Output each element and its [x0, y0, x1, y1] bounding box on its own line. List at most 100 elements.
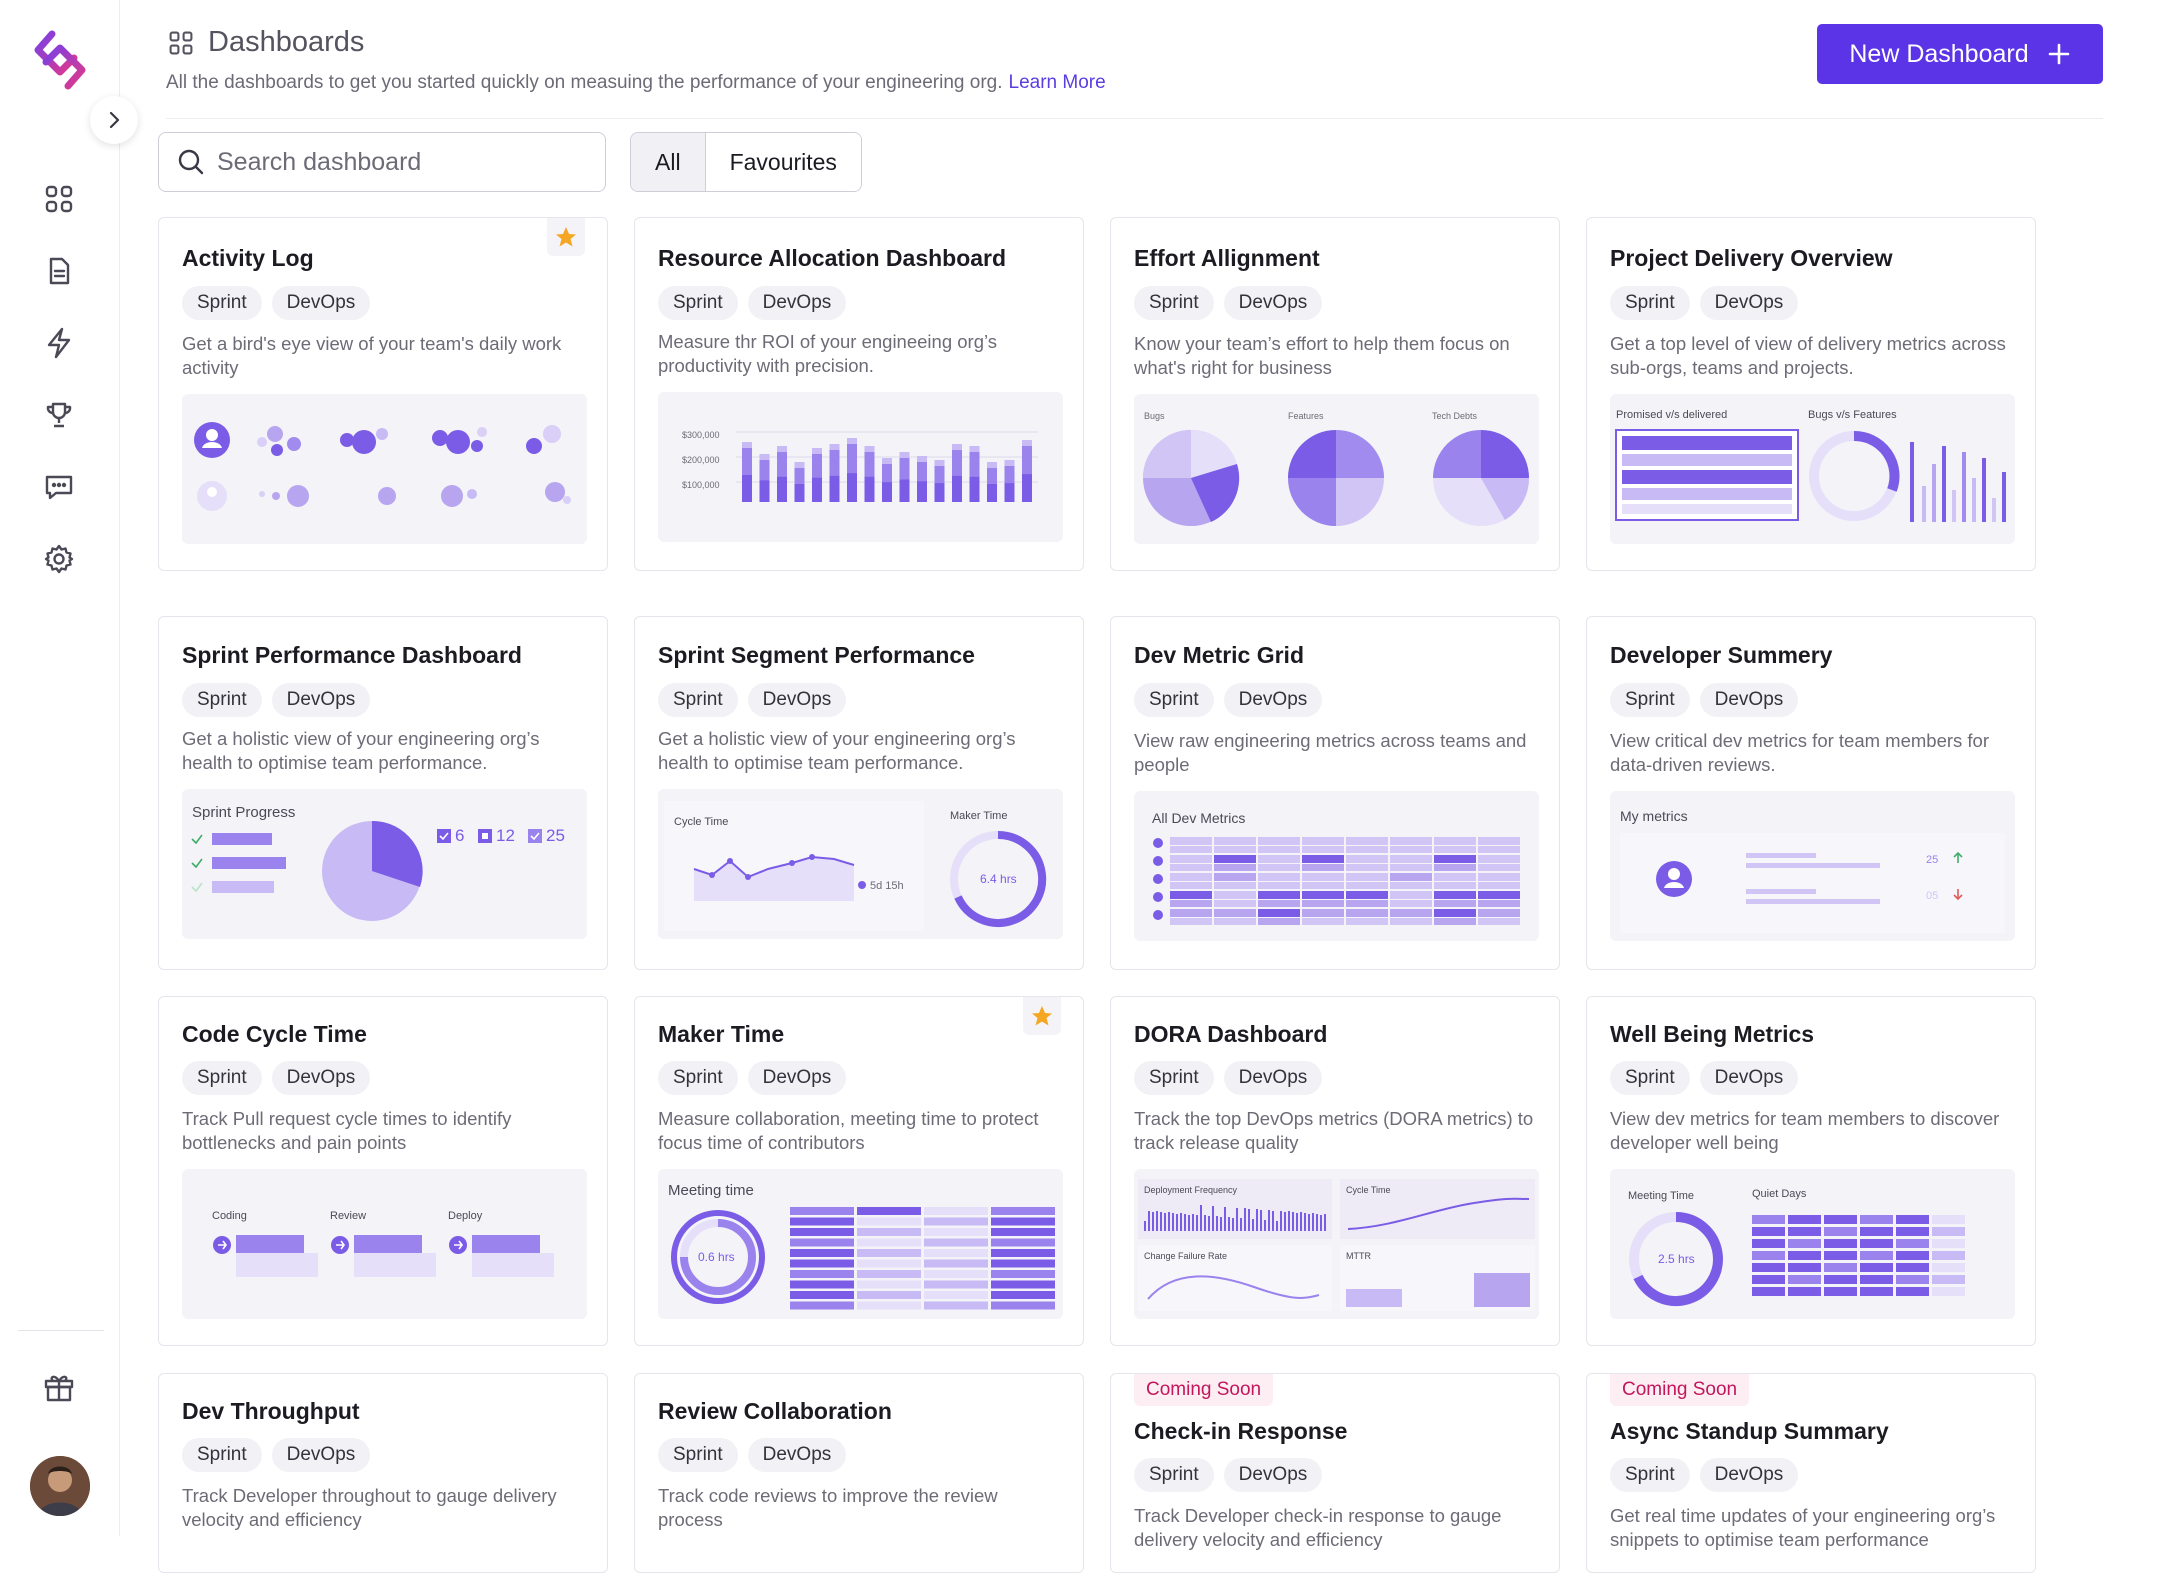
tag-devops[interactable]: DevOps — [747, 683, 847, 717]
user-avatar[interactable] — [30, 1456, 90, 1516]
preview-mark — [991, 1280, 1055, 1289]
tag-devops[interactable]: DevOps — [747, 1061, 847, 1095]
dashboard-card-activity-log[interactable]: Activity Log Sprint DevOps Get a bird's e… — [158, 217, 608, 571]
preview-mark — [1252, 1219, 1254, 1231]
tag-devops[interactable]: DevOps — [271, 1061, 371, 1095]
app-logo[interactable] — [30, 28, 90, 92]
preview-mark — [1860, 1251, 1893, 1260]
dashboard-card-async-standup[interactable]: Coming Soon Async Standup Summary Sprint… — [1586, 1373, 2036, 1573]
preview-mark — [991, 1238, 1055, 1247]
collapse-sidebar-button[interactable] — [90, 96, 138, 144]
dashboard-card-sprint-performance[interactable]: Sprint Performance Dashboard Sprint DevOp… — [158, 616, 608, 970]
preview-mark — [1478, 873, 1520, 881]
card-title: Project Delivery Overview — [1610, 245, 1893, 271]
nav-dashboards[interactable] — [38, 178, 80, 220]
nav-settings[interactable] — [38, 538, 80, 580]
tag-sprint[interactable]: Sprint — [182, 286, 262, 320]
preview-mark — [917, 456, 927, 502]
nav-achievements[interactable] — [38, 394, 80, 436]
tag-sprint[interactable]: Sprint — [1610, 286, 1690, 320]
preview-mark — [1390, 846, 1432, 853]
filter-all-button[interactable]: All — [631, 133, 706, 191]
preview-mark — [759, 454, 770, 460]
tag-sprint[interactable]: Sprint — [658, 286, 738, 320]
dashboard-card-project-delivery[interactable]: Project Delivery Overview Sprint DevOps G… — [1586, 217, 2036, 571]
preview-mark — [1170, 873, 1212, 881]
dashboard-card-maker-time[interactable]: Maker Time Sprint DevOps Measure collabor… — [634, 996, 1084, 1346]
preview-mark — [1752, 1263, 1785, 1272]
tag-sprint[interactable]: Sprint — [182, 1061, 262, 1095]
preview-mark — [794, 484, 805, 502]
dashboard-card-sprint-segment[interactable]: Sprint Segment Performance Sprint DevOps … — [634, 616, 1084, 970]
nav-messages[interactable] — [38, 466, 80, 508]
search-input[interactable] — [217, 147, 577, 177]
dashboard-card-resource-allocation[interactable]: Resource Allocation Dashboard Sprint DevO… — [634, 217, 1084, 571]
favourite-star[interactable] — [1023, 997, 1061, 1035]
dashboard-card-check-in-response[interactable]: Coming Soon Check-in Response Sprint DevO… — [1110, 1373, 1560, 1573]
learn-more-link[interactable]: Learn More — [1008, 72, 1106, 93]
dashboard-card-review-collaboration[interactable]: Review Collaboration Sprint DevOps Track … — [634, 1373, 1084, 1573]
preview-mark — [1258, 918, 1300, 925]
tag-devops[interactable]: DevOps — [1699, 1458, 1799, 1492]
tag-sprint[interactable]: Sprint — [1134, 1061, 1214, 1095]
tag-devops[interactable]: DevOps — [1223, 1458, 1323, 1492]
tag-devops[interactable]: DevOps — [747, 1438, 847, 1472]
tag-sprint[interactable]: Sprint — [182, 1438, 262, 1472]
tag-sprint[interactable]: Sprint — [1610, 683, 1690, 717]
tag-sprint[interactable]: Sprint — [1134, 683, 1214, 717]
grid-icon — [45, 185, 73, 213]
preview-mark — [1258, 882, 1300, 889]
card-title: Dev Throughput — [182, 1398, 360, 1424]
new-dashboard-button[interactable]: New Dashboard — [1817, 24, 2103, 84]
tag-devops[interactable]: DevOps — [1699, 683, 1799, 717]
dashboard-card-dora[interactable]: DORA Dashboard Sprint DevOps Track the to… — [1110, 996, 1560, 1346]
favourite-star[interactable] — [547, 218, 585, 256]
header-divider — [166, 118, 2103, 119]
tag-sprint[interactable]: Sprint — [658, 683, 738, 717]
chevron-right-icon — [109, 111, 120, 129]
filter-favourites-button[interactable]: Favourites — [705, 133, 861, 191]
tag-sprint[interactable]: Sprint — [658, 1061, 738, 1095]
tag-sprint[interactable]: Sprint — [658, 1438, 738, 1472]
dashboard-card-developer-summery[interactable]: Developer Summery Sprint DevOps View crit… — [1586, 616, 2036, 970]
preview-mark — [759, 480, 770, 502]
tag-devops[interactable]: DevOps — [747, 286, 847, 320]
sidebar — [0, 0, 138, 1536]
tag-devops[interactable]: DevOps — [1699, 1061, 1799, 1095]
preview-mark — [1896, 1287, 1929, 1296]
tag-sprint[interactable]: Sprint — [1134, 1458, 1214, 1492]
preview-mark — [1434, 873, 1476, 881]
pie-label: Features — [1288, 411, 1324, 421]
card-preview-metric-grid: All Dev Metrics — [1134, 791, 1539, 941]
tag-sprint[interactable]: Sprint — [1610, 1458, 1690, 1492]
tag-devops[interactable]: DevOps — [1699, 286, 1799, 320]
preview-mark — [1188, 1215, 1190, 1231]
card-preview-meeting-time: Meeting time 0.6 hrs — [658, 1169, 1063, 1319]
dashboard-card-dev-throughput[interactable]: Dev Throughput Sprint DevOps Track Develo… — [158, 1373, 608, 1573]
tag-devops[interactable]: DevOps — [1223, 683, 1323, 717]
tag-devops[interactable]: DevOps — [271, 286, 371, 320]
preview-mark — [1346, 837, 1388, 845]
preview-mark — [1788, 1239, 1821, 1248]
tag-sprint[interactable]: Sprint — [182, 683, 262, 717]
nav-reports[interactable] — [38, 250, 80, 292]
dashboard-card-code-cycle-time[interactable]: Code Cycle Time Sprint DevOps Track Pull … — [158, 996, 608, 1346]
preview-mark — [1896, 1275, 1929, 1284]
card-preview-sprint-progress: Sprint Progress 6 12 25 — [182, 789, 587, 939]
tag-sprint[interactable]: Sprint — [1610, 1061, 1690, 1095]
tag-sprint[interactable]: Sprint — [1134, 286, 1214, 320]
preview-mark — [1153, 874, 1163, 884]
tag-devops[interactable]: DevOps — [1223, 1061, 1323, 1095]
card-preview-bar-chart: $300,000 $200,000 $100,000 — [658, 392, 1063, 542]
preview-mark — [952, 475, 962, 502]
preview-mark — [991, 1249, 1055, 1257]
nav-whats-new[interactable] — [38, 1366, 80, 1408]
tag-devops[interactable]: DevOps — [1223, 286, 1323, 320]
preview-mark — [812, 448, 822, 454]
dashboard-card-dev-metric-grid[interactable]: Dev Metric Grid Sprint DevOps View raw en… — [1110, 616, 1560, 970]
nav-activity[interactable] — [38, 322, 80, 364]
dashboard-card-well-being[interactable]: Well Being Metrics Sprint DevOps View dev… — [1586, 996, 2036, 1346]
dashboard-card-effort-allignment[interactable]: Effort Allignment Sprint DevOps Know your… — [1110, 217, 1560, 571]
tag-devops[interactable]: DevOps — [271, 1438, 371, 1472]
tag-devops[interactable]: DevOps — [271, 683, 371, 717]
